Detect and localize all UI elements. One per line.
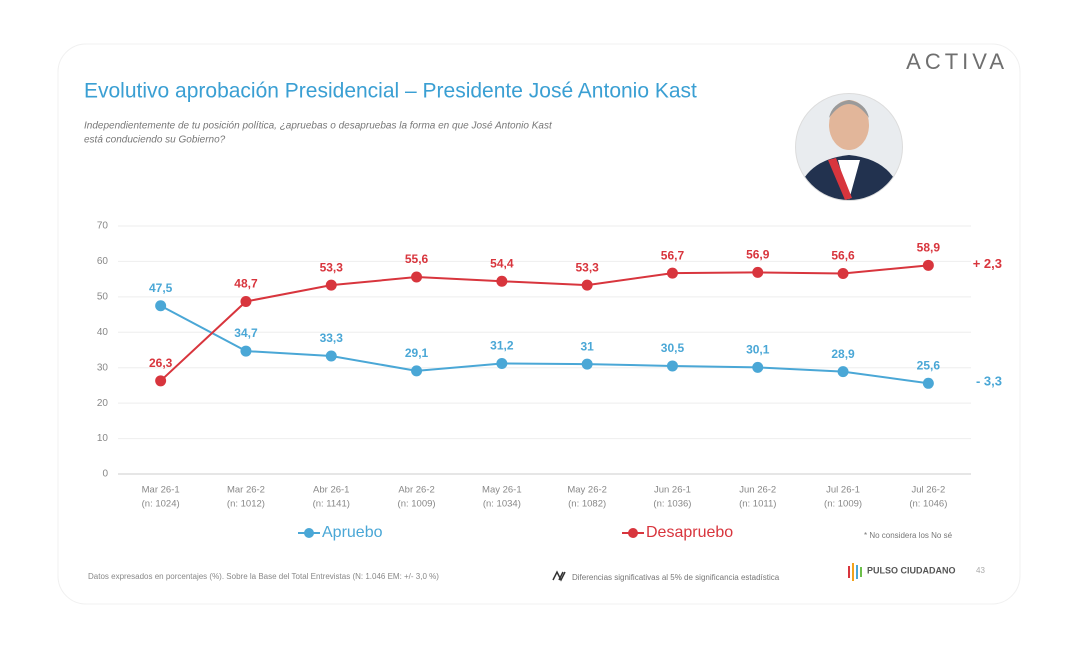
x-tick-label: Jun 26-1 bbox=[654, 485, 691, 496]
legend-marker bbox=[304, 528, 314, 538]
data-label: 56,7 bbox=[661, 248, 685, 262]
data-label: 31 bbox=[580, 339, 594, 353]
data-point bbox=[837, 267, 849, 279]
data-point bbox=[411, 271, 423, 283]
data-label: 26,3 bbox=[149, 356, 173, 370]
subtitle: Independientemente de tu posición políti… bbox=[84, 121, 553, 132]
chart: 0 10 20 30 40 50 60 70 Mar 26-1 (n: 1024) Mar 26-2… bbox=[97, 221, 1002, 542]
x-tick-label: Jul 26-2 bbox=[911, 485, 945, 496]
data-point bbox=[325, 279, 337, 291]
footer-significance: Diferencias significativas al 5% de sign… bbox=[572, 573, 780, 582]
brand-icon bbox=[848, 563, 862, 581]
x-tick-sublabel: (n: 1082) bbox=[568, 499, 606, 510]
y-tick-label: 50 bbox=[97, 291, 109, 302]
x-tick-sublabel: (n: 1009) bbox=[824, 499, 862, 510]
subtitle: está conduciendo su Gobierno? bbox=[84, 135, 226, 146]
x-tick-sublabel: (n: 1141) bbox=[313, 499, 350, 510]
x-tick-sublabel: (n: 1036) bbox=[653, 499, 691, 510]
x-tick-sublabel: (n: 1046) bbox=[909, 499, 947, 510]
y-tick-label: 30 bbox=[97, 362, 109, 373]
data-point bbox=[581, 279, 593, 291]
x-tick-label: Jun 26-2 bbox=[739, 485, 776, 496]
data-point bbox=[581, 358, 593, 370]
data-label: 25,6 bbox=[917, 358, 941, 372]
legend-label: Desapruebo bbox=[646, 524, 733, 541]
data-point bbox=[666, 267, 678, 279]
data-label: 58,9 bbox=[917, 240, 941, 254]
significance-icon bbox=[552, 570, 566, 582]
data-point bbox=[752, 266, 764, 278]
data-point bbox=[411, 365, 423, 377]
x-tick-label: May 26-2 bbox=[567, 485, 607, 496]
data-point bbox=[922, 259, 934, 271]
x-tick-label: Jul 26-1 bbox=[826, 485, 860, 496]
x-tick-sublabel: (n: 1012) bbox=[227, 499, 265, 510]
data-point bbox=[752, 361, 764, 373]
slide-background bbox=[57, 43, 1021, 605]
x-tick-label: Mar 26-2 bbox=[227, 485, 265, 496]
footer-page: 43 bbox=[976, 566, 985, 575]
series-line bbox=[159, 264, 929, 382]
data-label: 29,1 bbox=[405, 346, 429, 360]
note: * No considera los No sé bbox=[864, 531, 953, 540]
data-label: 34,7 bbox=[234, 326, 258, 340]
legend-label: Apruebo bbox=[322, 524, 383, 541]
data-label: 54,4 bbox=[490, 256, 514, 270]
data-label: 48,7 bbox=[234, 277, 258, 291]
x-tick-sublabel: (n: 1024) bbox=[142, 499, 180, 510]
data-label: 53,3 bbox=[575, 260, 599, 274]
series-line bbox=[160, 304, 929, 385]
title: Evolutivo aprobación Presidencial – Pres… bbox=[84, 80, 697, 103]
data-point bbox=[837, 366, 849, 378]
portrait bbox=[795, 93, 903, 201]
data-point bbox=[240, 295, 252, 307]
x-tick-label: Abr 26-2 bbox=[398, 485, 434, 496]
y-tick-label: 10 bbox=[97, 433, 109, 444]
x-tick-label: Abr 26-1 bbox=[313, 485, 349, 496]
data-point bbox=[496, 275, 508, 287]
data-label: 47,5 bbox=[149, 281, 173, 295]
data-label: 56,6 bbox=[831, 249, 855, 263]
change-label: + 2,3 bbox=[973, 256, 1002, 271]
data-label: 30,1 bbox=[746, 343, 770, 357]
data-point bbox=[922, 377, 934, 389]
data-label: 55,6 bbox=[405, 252, 429, 266]
y-tick-label: 20 bbox=[97, 398, 109, 409]
y-tick-label: 60 bbox=[97, 256, 109, 267]
data-point bbox=[666, 360, 678, 372]
data-point bbox=[325, 350, 337, 362]
data-point bbox=[240, 345, 252, 357]
logo: ACTIVA bbox=[906, 49, 1008, 74]
x-tick-label: May 26-1 bbox=[482, 485, 522, 496]
y-tick-label: 70 bbox=[97, 221, 109, 232]
y-tick-label: 40 bbox=[97, 327, 109, 338]
legend-marker bbox=[628, 528, 638, 538]
change-label: - 3,3 bbox=[976, 374, 1002, 389]
data-label: 30,5 bbox=[661, 341, 685, 355]
data-label: 53,3 bbox=[320, 260, 344, 274]
x-tick-label: Mar 26-1 bbox=[142, 485, 180, 496]
y-tick-label: 0 bbox=[102, 469, 108, 480]
data-point bbox=[155, 375, 167, 387]
data-label: 56,9 bbox=[746, 248, 770, 262]
data-label: 28,9 bbox=[831, 347, 855, 361]
x-tick-sublabel: (n: 1034) bbox=[483, 499, 521, 510]
data-point bbox=[496, 357, 508, 369]
data-label: 33,3 bbox=[320, 331, 344, 345]
footer-source: Datos expresados en porcentajes (%). Sob… bbox=[88, 572, 439, 581]
footer-brand: PULSO CIUDADANO bbox=[867, 565, 956, 575]
data-point bbox=[155, 300, 167, 312]
x-tick-sublabel: (n: 1011) bbox=[739, 499, 776, 510]
data-label: 31,2 bbox=[490, 339, 514, 353]
x-tick-sublabel: (n: 1009) bbox=[398, 499, 436, 510]
